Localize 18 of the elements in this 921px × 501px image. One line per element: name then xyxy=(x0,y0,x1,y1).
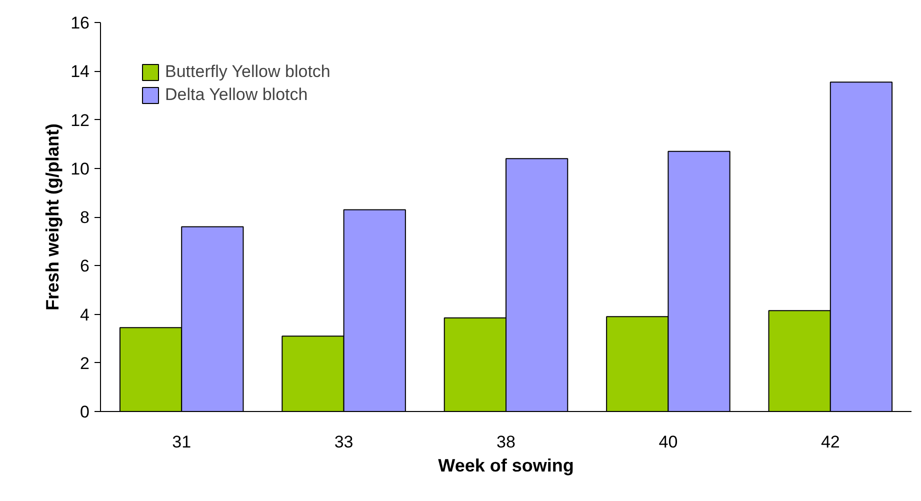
y-tick-label: 8 xyxy=(80,208,90,227)
x-tick-label: 33 xyxy=(334,432,354,452)
x-tick-label: 31 xyxy=(172,432,192,452)
y-tick-label: 10 xyxy=(70,159,90,178)
y-tick-label: 4 xyxy=(80,305,90,324)
legend-label: Delta Yellow blotch xyxy=(165,85,308,105)
y-tick-label: 12 xyxy=(70,110,90,130)
y-tick-label: 0 xyxy=(80,402,90,422)
y-axis-title: Fresh weight (g/plant) xyxy=(42,123,63,310)
x-tick-label: 42 xyxy=(820,432,840,452)
x-axis-title: Week of sowing xyxy=(438,456,574,476)
y-tick-label: 2 xyxy=(80,354,90,373)
legend-label: Butterfly Yellow blotch xyxy=(165,62,330,82)
y-tick-label: 16 xyxy=(70,14,90,32)
x-tick-label: 38 xyxy=(496,432,516,452)
y-tick-label: 14 xyxy=(70,62,90,82)
x-tick-label: 40 xyxy=(658,432,678,452)
y-tick-label: 6 xyxy=(80,256,90,276)
